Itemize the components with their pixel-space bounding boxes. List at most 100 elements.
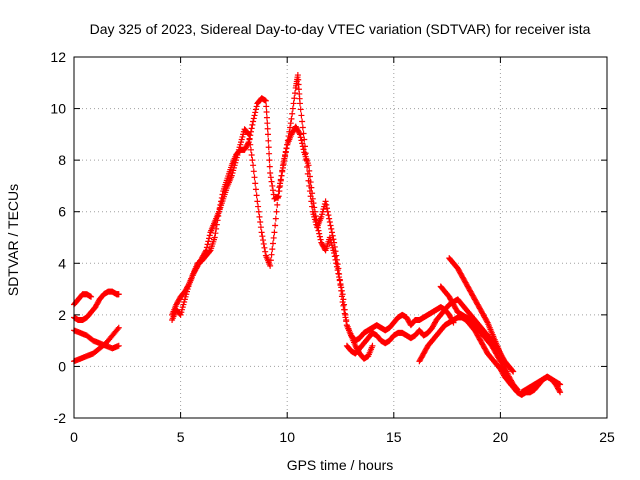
data-point xyxy=(245,130,252,137)
data-point xyxy=(336,276,343,283)
data-point xyxy=(332,248,339,255)
data-point xyxy=(272,222,279,229)
data-point xyxy=(206,232,213,239)
data-point xyxy=(284,137,291,144)
data-point xyxy=(257,219,264,226)
data-point xyxy=(263,109,270,116)
data-point xyxy=(369,342,376,349)
data-point xyxy=(264,125,271,132)
y-tick-label: -2 xyxy=(54,410,67,426)
data-point xyxy=(509,367,516,374)
data-point xyxy=(255,203,262,210)
data-point xyxy=(250,118,257,125)
data-point xyxy=(286,128,293,135)
data-point xyxy=(211,234,218,241)
data-point xyxy=(255,208,262,215)
y-tick-label: 12 xyxy=(50,49,66,65)
data-point xyxy=(309,203,316,210)
data-point xyxy=(267,262,274,269)
data-point xyxy=(115,324,122,331)
data-point xyxy=(265,144,272,151)
data-point xyxy=(265,131,272,138)
data-point xyxy=(291,95,298,102)
data-point xyxy=(285,133,292,140)
data-point xyxy=(259,233,266,240)
data-point xyxy=(204,241,211,248)
data-point xyxy=(308,198,315,205)
data-point xyxy=(277,176,284,183)
data-point xyxy=(260,240,267,247)
data-point xyxy=(324,208,331,215)
data-point xyxy=(115,342,122,349)
data-point xyxy=(253,192,260,199)
x-tick-label: 0 xyxy=(70,429,78,445)
data-point xyxy=(254,198,261,205)
data-point xyxy=(303,157,310,164)
series-arc-7 xyxy=(343,296,517,375)
data-point xyxy=(88,293,95,300)
data-point xyxy=(557,389,564,396)
data-point xyxy=(336,271,343,278)
y-tick-label: 2 xyxy=(58,307,66,323)
data-point xyxy=(306,167,313,174)
data-point xyxy=(304,164,311,171)
y-tick-label: 10 xyxy=(50,101,66,117)
data-point xyxy=(280,161,287,168)
data-point xyxy=(299,118,306,125)
data-point xyxy=(323,201,330,208)
x-tick-label: 15 xyxy=(386,429,402,445)
data-point xyxy=(297,106,304,113)
data-point xyxy=(205,238,212,245)
data-point xyxy=(250,115,257,122)
data-point xyxy=(250,168,257,175)
data-point xyxy=(299,140,306,147)
data-point xyxy=(322,198,329,205)
data-point xyxy=(203,244,210,251)
data-point xyxy=(298,137,305,144)
data-point xyxy=(340,302,347,309)
data-point xyxy=(307,193,314,200)
grid-lines xyxy=(74,57,607,418)
data-point xyxy=(265,137,272,144)
data-point xyxy=(114,326,121,333)
data-point xyxy=(252,106,259,113)
data-point xyxy=(284,141,291,148)
data-point xyxy=(249,121,256,128)
data-point xyxy=(334,261,341,268)
y-tick-label: 0 xyxy=(58,358,66,374)
data-point xyxy=(333,256,340,263)
data-point xyxy=(328,225,335,232)
data-point xyxy=(483,318,490,325)
data-point xyxy=(338,293,345,300)
y-tick-label: 6 xyxy=(58,204,66,220)
data-point xyxy=(338,287,345,294)
data-point xyxy=(283,145,290,152)
data-point xyxy=(330,236,337,243)
x-tick-label: 25 xyxy=(599,429,615,445)
data-point xyxy=(306,188,313,195)
data-point xyxy=(248,125,255,132)
data-point xyxy=(247,146,254,153)
data-point xyxy=(342,314,349,321)
series-arc-12 xyxy=(518,373,564,396)
data-point xyxy=(331,239,338,246)
data-point xyxy=(301,143,308,150)
data-point xyxy=(341,306,348,313)
data-point xyxy=(328,229,335,236)
data-point xyxy=(297,134,304,141)
data-point xyxy=(251,112,258,119)
data-point xyxy=(287,120,294,127)
data-point xyxy=(267,174,274,181)
data-point xyxy=(329,232,336,239)
data-point xyxy=(299,124,306,131)
data-point xyxy=(260,237,267,244)
data-point xyxy=(316,233,323,240)
series-arc-6 xyxy=(169,72,457,344)
data-point xyxy=(306,182,313,189)
data-point xyxy=(212,230,219,237)
data-point xyxy=(282,149,289,156)
data-point xyxy=(301,136,308,143)
data-point xyxy=(269,182,276,189)
data-point xyxy=(289,105,296,112)
